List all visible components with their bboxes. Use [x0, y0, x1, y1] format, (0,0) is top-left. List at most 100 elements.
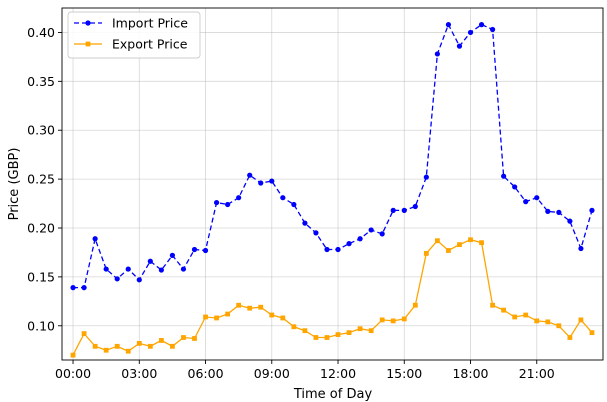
data-point — [589, 207, 595, 213]
data-point — [81, 331, 87, 336]
data-point — [225, 311, 231, 317]
data-point — [523, 312, 529, 318]
x-tick-label: 18:00 — [452, 366, 488, 381]
data-point — [180, 266, 187, 272]
data-point — [578, 317, 584, 323]
data-point — [236, 195, 242, 201]
data-point — [556, 323, 562, 329]
data-point — [147, 258, 153, 264]
x-tick-label: 06:00 — [188, 366, 224, 381]
data-point — [170, 343, 175, 349]
data-point — [313, 230, 319, 236]
data-point — [401, 316, 407, 322]
data-point — [258, 180, 264, 186]
data-point — [512, 184, 518, 190]
legend-label: Import Price — [112, 16, 188, 31]
data-point — [313, 335, 319, 340]
data-point — [578, 245, 584, 252]
data-point — [346, 330, 352, 336]
data-point — [92, 343, 98, 349]
data-point — [490, 302, 495, 308]
legend-marker — [85, 20, 91, 26]
legend-label: Export Price — [112, 37, 188, 52]
data-point — [390, 207, 396, 213]
data-point — [545, 208, 551, 214]
data-point — [258, 304, 264, 310]
data-point — [512, 314, 518, 320]
data-point — [192, 336, 197, 341]
series-export-price — [70, 237, 595, 358]
data-point — [125, 266, 131, 272]
x-axis-label: Time of Day — [293, 387, 373, 402]
data-point — [357, 326, 363, 332]
x-tick-label: 03:00 — [121, 366, 157, 381]
x-tick-label: 12:00 — [320, 366, 356, 381]
data-point — [501, 307, 507, 313]
data-point — [202, 247, 209, 254]
data-point — [346, 241, 352, 247]
data-point — [181, 335, 186, 340]
data-point — [269, 178, 275, 184]
ticks-layer: 0.10 0.15 0.20 0.25 0.30 0.35 0.40 00:00 03:00 06… — [27, 25, 555, 381]
series-layer — [70, 22, 595, 358]
data-point — [357, 236, 363, 242]
data-point — [103, 347, 109, 353]
series-line — [72, 239, 593, 356]
data-point — [158, 338, 164, 343]
data-point — [125, 348, 131, 354]
data-point — [401, 207, 407, 213]
data-point — [92, 236, 98, 242]
data-point — [423, 174, 429, 180]
data-point — [203, 314, 208, 320]
data-point — [412, 203, 418, 210]
data-point — [81, 285, 87, 291]
data-point — [434, 51, 440, 57]
data-point — [489, 26, 496, 33]
y-axis-label: Price (GBP) — [7, 148, 22, 221]
y-tick-label: 0.35 — [27, 74, 55, 89]
data-point — [457, 242, 462, 248]
series-line — [73, 22, 593, 289]
data-point — [456, 43, 463, 49]
data-point — [368, 227, 374, 233]
data-point — [280, 195, 286, 201]
data-point — [291, 201, 297, 208]
data-point — [423, 251, 429, 256]
data-point — [136, 277, 142, 283]
y-tick-label: 0.25 — [27, 172, 55, 187]
x-tick-label: 21:00 — [519, 366, 555, 381]
data-point — [147, 343, 153, 349]
data-point — [467, 29, 474, 36]
data-point — [335, 332, 341, 337]
data-point — [213, 199, 220, 206]
data-point — [446, 248, 451, 253]
y-tick-label: 0.20 — [27, 221, 55, 236]
data-point — [412, 302, 418, 308]
data-point — [136, 340, 142, 346]
data-point — [158, 267, 164, 273]
data-point — [269, 312, 275, 318]
legend: Import Price Export Price — [67, 11, 201, 59]
y-tick-label: 0.30 — [27, 123, 55, 138]
data-point — [534, 318, 540, 324]
data-point — [468, 237, 473, 243]
data-point — [236, 302, 242, 308]
x-tick-label: 09:00 — [254, 366, 290, 381]
legend-item: Import Price — [74, 16, 188, 31]
series-import-price — [70, 22, 595, 291]
plot-frame — [61, 7, 604, 361]
data-point — [379, 231, 385, 237]
y-tick-label: 0.10 — [27, 318, 55, 333]
data-point — [534, 195, 540, 201]
grid — [62, 8, 603, 360]
data-point — [114, 276, 120, 282]
y-tick-label: 0.40 — [27, 25, 55, 40]
data-point — [589, 330, 595, 336]
data-point — [434, 238, 440, 244]
data-point — [545, 319, 551, 325]
x-tick-label: 00:00 — [55, 366, 91, 381]
data-point — [567, 218, 573, 224]
data-point — [478, 22, 485, 28]
data-point — [445, 22, 452, 28]
